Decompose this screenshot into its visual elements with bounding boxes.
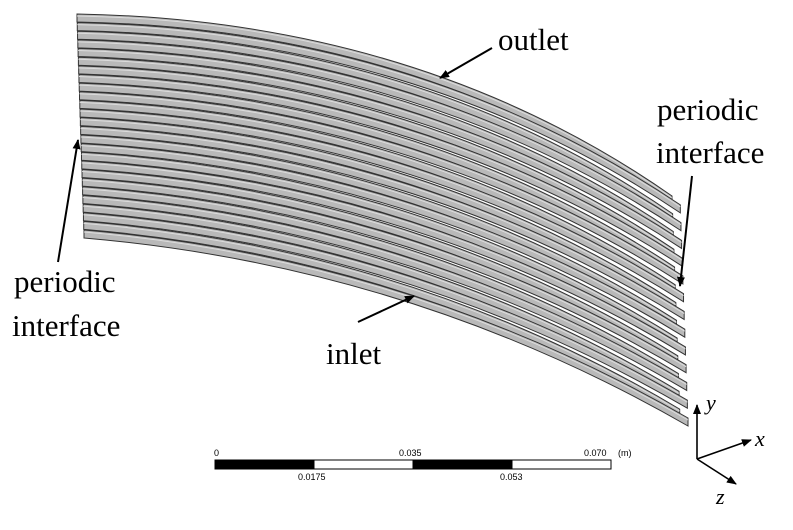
periodic-right-label-line2: interface <box>656 135 764 170</box>
axis-triad: y x z <box>693 390 765 509</box>
periodic-right-label-line1: periodic <box>657 92 759 127</box>
plate <box>82 212 688 410</box>
inlet-arrow <box>357 295 415 323</box>
plate-highlight <box>79 101 676 288</box>
z-axis-line <box>696 458 737 485</box>
plate-highlight <box>81 153 678 341</box>
plate-highlight <box>78 75 683 261</box>
x-axis-line <box>696 439 752 460</box>
plate-highlight <box>83 205 680 394</box>
outlet-label: outlet <box>498 22 569 57</box>
plate-highlight <box>76 15 673 199</box>
plate-highlight <box>82 196 687 385</box>
periodic-left-label-line2: interface <box>12 308 120 343</box>
plate-highlight <box>80 127 685 314</box>
outlet-arrow <box>439 47 493 79</box>
z-axis-label: z <box>715 484 725 509</box>
plate-highlight <box>83 222 680 412</box>
scale-unit: (m) <box>618 448 632 458</box>
plate-highlight <box>81 145 686 332</box>
inlet-label: inlet <box>326 336 381 371</box>
scale-tick-0: 0 <box>214 448 219 458</box>
plate-highlight <box>83 231 689 421</box>
plate-highlight <box>79 84 675 270</box>
plate-highlight <box>80 110 684 297</box>
plate-highlight <box>78 67 675 252</box>
plate-highlight <box>82 179 687 368</box>
plate-highlight <box>77 32 673 217</box>
periodic-left-arrow <box>57 139 81 263</box>
plate-highlight <box>81 162 686 350</box>
plate-highlight <box>79 93 684 279</box>
scale-segment-1 <box>214 459 315 470</box>
plate <box>80 125 685 321</box>
x-axis-label: x <box>754 426 765 451</box>
plate-highlight <box>77 24 681 208</box>
scale-segment-3 <box>412 459 513 470</box>
plate-highlight <box>82 171 679 359</box>
scale-tick-0053: 0.053 <box>500 472 523 482</box>
scale-tick-0035: 0.035 <box>399 448 422 458</box>
plate-highlight <box>83 214 688 403</box>
periodic-right-arrow <box>676 175 693 287</box>
plate <box>77 56 683 250</box>
plate <box>81 160 686 356</box>
plate <box>80 143 686 339</box>
plate <box>79 108 685 303</box>
plate-highlight <box>80 136 677 323</box>
plate-highlight <box>80 119 677 305</box>
scale-bar: 0 0.035 0.070 (m) 0.0175 0.053 <box>214 448 632 482</box>
scale-tick-00175: 0.0175 <box>298 472 326 482</box>
plate <box>83 229 689 427</box>
periodic-left-label-line1: periodic <box>14 264 116 299</box>
scale-tick-0070: 0.070 <box>584 448 607 458</box>
plate-highlight <box>78 50 674 234</box>
plate-highlight <box>78 58 682 243</box>
plate <box>81 177 687 374</box>
plate <box>77 39 682 232</box>
plate-highlight <box>82 188 679 377</box>
plate-highlight <box>77 41 682 226</box>
plate <box>82 194 688 392</box>
plate-stack <box>76 13 689 427</box>
scale-segment-4 <box>511 459 612 470</box>
plate <box>76 22 681 214</box>
scale-segment-2 <box>313 459 414 470</box>
y-axis-label: y <box>704 390 716 415</box>
